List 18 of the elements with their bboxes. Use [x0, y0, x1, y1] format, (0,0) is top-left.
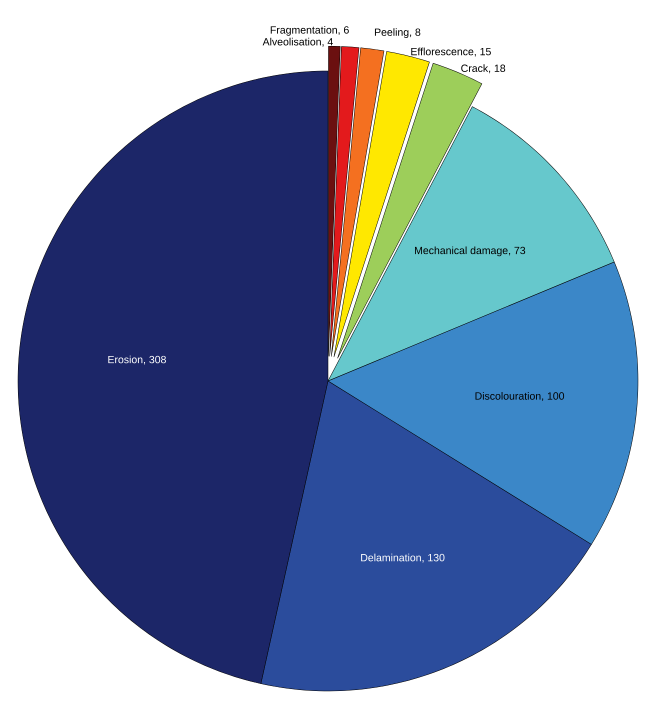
data-label: , 308	[144, 356, 166, 365]
slice-label: Fragmentation	[270, 26, 337, 36]
slice-label: Alveolisation	[262, 38, 321, 46]
data-label: , 6	[338, 26, 349, 35]
slice-label: Crack	[461, 64, 488, 72]
slice-label: Mechanical damage	[415, 246, 508, 256]
data-label: , 8	[410, 28, 420, 38]
data-label: , 15	[474, 48, 491, 57]
slice-label: Delamination	[361, 554, 421, 562]
data-label: , 130	[422, 554, 444, 563]
data-label: , 73	[509, 246, 526, 256]
slice-label: Discolouration	[475, 392, 540, 400]
slice-label: Efflorescence	[411, 48, 474, 56]
data-label: , 18	[489, 64, 506, 74]
data-label: , 4	[322, 38, 333, 47]
data-label: , 100	[542, 392, 564, 401]
slice-label: Peeling	[374, 28, 408, 38]
slice-label: Erosion	[108, 356, 142, 364]
